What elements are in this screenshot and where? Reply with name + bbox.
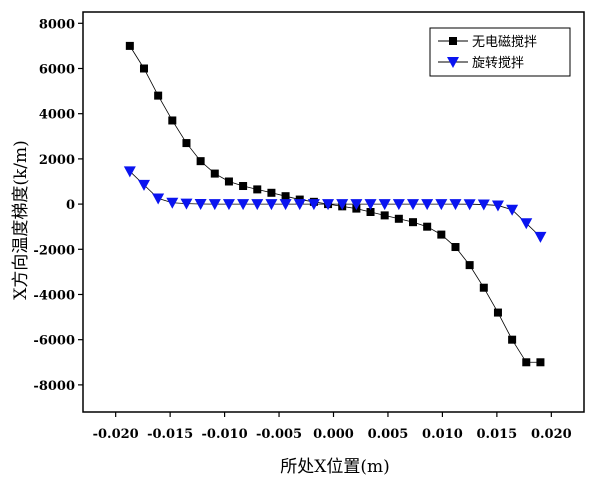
legend-marker-series-1: [449, 37, 457, 45]
data-point-series-2: [534, 231, 547, 243]
data-point-series-1: [239, 182, 248, 191]
x-axis-title: 所处X位置(m): [280, 457, 390, 477]
y-tick-label: -6000: [33, 334, 75, 349]
legend-box: [429, 27, 571, 77]
x-tick-label: 0.005: [368, 427, 409, 442]
data-point-series-2: [137, 179, 150, 191]
data-point-series-2: [208, 199, 221, 211]
data-point-series-2: [307, 199, 320, 211]
data-point-series-2: [279, 199, 292, 211]
data-point-series-2: [407, 199, 420, 211]
data-point-series-1: [253, 185, 262, 194]
data-point-series-2: [421, 199, 434, 211]
data-point-series-1: [536, 358, 545, 367]
y-tick-label: 8000: [39, 17, 75, 32]
legend-label-series-2: 旋转搅拌: [472, 55, 524, 71]
x-tick-label: -0.005: [256, 427, 302, 442]
data-point-series-2: [463, 199, 476, 211]
data-point-series-1: [224, 177, 233, 186]
data-point-series-2: [392, 199, 405, 211]
x-axis: -0.020 -0.015 -0.010 -0.005 0.000 0.005 0.010 0…: [93, 412, 572, 442]
series-line-2: [129, 171, 541, 238]
legend-label-series-1: 无电磁搅拌: [472, 34, 537, 50]
y-axis: -8000 -6000 -4000 -2000 0 2000 4000 6000 8000: [33, 17, 83, 394]
data-point-series-2: [364, 199, 377, 211]
data-point-series-1: [182, 139, 191, 148]
y-tick-label: -8000: [33, 379, 75, 394]
data-point-series-1: [394, 214, 403, 223]
data-point-series-1: [366, 208, 375, 216]
data-point-series-1: [210, 169, 219, 178]
data-point-series-2: [123, 166, 136, 178]
data-point-series-1: [168, 116, 177, 125]
data-point-series-1: [493, 308, 502, 317]
series-layer: [123, 41, 547, 367]
data-point-series-1: [380, 211, 389, 220]
data-point-series-2: [265, 199, 278, 211]
data-point-series-2: [477, 199, 490, 211]
data-point-series-2: [222, 199, 235, 211]
data-point-series-1: [154, 91, 163, 100]
x-tick-label: -0.015: [147, 427, 193, 442]
y-tick-label: 4000: [39, 108, 75, 123]
data-point-series-2: [237, 199, 250, 211]
data-point-series-1: [423, 222, 432, 231]
data-point-series-2: [322, 199, 335, 211]
data-point-series-2: [251, 199, 264, 211]
x-tick-label: 0.020: [531, 427, 572, 442]
y-tick-label: -4000: [33, 288, 75, 303]
x-tick-label: 0.010: [422, 427, 463, 442]
data-point-series-1: [125, 41, 134, 50]
data-point-series-1: [479, 283, 488, 292]
x-tick-label: -0.020: [93, 427, 139, 442]
data-point-series-2: [336, 199, 349, 211]
data-point-series-1: [409, 218, 418, 227]
x-tick-label: -0.010: [202, 427, 248, 442]
x-tick-label: 0.000: [313, 427, 354, 442]
data-point-series-1: [139, 64, 148, 73]
data-point-series-2: [350, 199, 363, 211]
data-point-series-1: [267, 188, 276, 197]
data-point-series-1: [522, 358, 531, 367]
y-tick-label: 6000: [39, 62, 75, 77]
y-tick-label: 2000: [39, 153, 75, 168]
data-point-series-2: [491, 200, 504, 212]
y-tick-label: 0: [66, 198, 75, 213]
data-point-series-1: [196, 157, 205, 166]
legend-marker-series-2: [447, 57, 459, 68]
data-point-series-2: [194, 198, 207, 210]
legend: 无电磁搅拌 旋转搅拌: [429, 27, 571, 77]
data-point-series-2: [520, 218, 533, 230]
data-point-series-1: [508, 335, 517, 344]
data-point-series-2: [449, 199, 462, 211]
data-point-series-2: [293, 199, 306, 211]
data-point-series-1: [281, 192, 290, 201]
data-point-series-1: [465, 261, 474, 270]
data-point-series-1: [437, 230, 446, 239]
y-axis-title: X方向温度梯度(k/m): [11, 140, 31, 300]
data-point-series-2: [180, 198, 193, 210]
data-point-series-2: [166, 197, 179, 209]
y-tick-label: -2000: [33, 243, 75, 258]
data-point-series-2: [378, 199, 391, 211]
data-point-series-2: [152, 193, 165, 205]
data-point-series-2: [506, 204, 519, 216]
x-tick-label: 0.015: [477, 427, 518, 442]
data-point-series-1: [451, 243, 460, 252]
data-point-series-2: [435, 199, 448, 211]
